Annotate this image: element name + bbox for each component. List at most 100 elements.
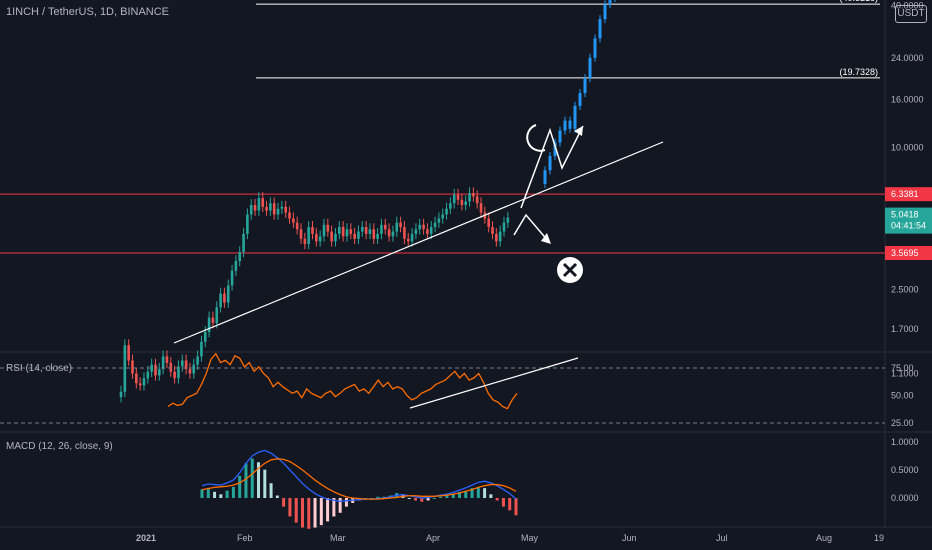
macd-histogram-bar [508,498,512,511]
candle-body [441,214,445,219]
macd-histogram-bar [294,498,298,523]
macd-histogram-bar [307,498,311,529]
time-tick-label: 19 [874,533,884,543]
candle-body [429,227,433,234]
candle-body [353,233,356,239]
macd-histogram-bar [495,498,499,501]
target-level-label: (40.5216) [839,0,878,3]
candle-body [246,214,249,234]
projection-body [553,142,557,156]
candle-body [380,224,383,234]
macd-histogram-bar [288,498,292,517]
macd-histogram-bar [225,490,229,498]
target-level-label: (19.7328) [839,67,878,77]
candle-body [211,317,215,324]
candle-body [364,227,368,234]
candle-body [502,222,506,232]
candle-body [422,224,425,230]
macd-histogram-bar [300,498,304,528]
price-tick-label: 24.0000 [891,53,924,63]
candle-body [188,369,192,374]
rsi-tick-label: 25.00 [891,418,914,428]
candle-body [284,206,287,213]
candle-body [383,224,387,230]
projection-body [608,0,612,5]
projection-body [588,57,592,79]
bullish-scenario-arrow [520,125,584,209]
macd-histogram-bar [257,462,261,498]
candle-body [203,332,207,342]
macd-histogram-bar [269,483,273,498]
price-tick-label: 2.5000 [891,284,919,294]
macd-histogram-bar [420,498,424,502]
candle-body [192,364,196,374]
macd-line [201,449,517,503]
macd-histogram-bar [489,494,493,498]
macd-histogram-bar [282,498,286,507]
candle-body [265,206,268,211]
candle-body [196,356,199,365]
candle-body [475,196,479,204]
candle-body [399,222,402,227]
macd-histogram-bar [432,498,436,499]
candle-body [491,227,494,234]
candle-body [418,224,422,230]
projection-body [548,156,552,171]
macd-histogram-bar [501,498,505,507]
projection-body [603,4,607,20]
price-tick-label: 16.0000 [891,94,924,104]
macd-histogram-bar [439,496,443,498]
candle-body [169,362,173,372]
rsi-label: RSI (14, close) [6,363,73,374]
candle-body [150,364,153,372]
candle-body [334,233,337,242]
price-tick-label: 10.0000 [891,142,924,152]
macd-histogram-bar [275,495,279,498]
macd-histogram-bar [326,498,330,522]
candle-body [468,193,471,202]
macd-histogram-bar [231,486,235,498]
candle-body [387,229,391,237]
macd-histogram-bar [219,494,223,498]
candle-body [173,371,176,379]
candle-body [433,222,437,227]
candle-body [146,371,150,379]
rsi-line [167,352,518,410]
candle-body [242,233,245,253]
resistance-badge-label: 6.3381 [891,189,919,199]
macd-histogram-bar [464,490,468,498]
candle-body [372,229,376,239]
candle-body [207,317,211,333]
support-badge-label: 3.5695 [891,248,919,258]
candle-body [269,203,272,211]
countdown-label: 04:41:54 [891,221,926,231]
macd-histogram-bar [407,498,411,499]
macd-histogram-bar [414,498,418,501]
current-price-label: 5.0418 [891,210,919,220]
projection-body [583,78,587,94]
projection-body [578,93,582,106]
candle-body [357,231,360,239]
candle-body [472,193,475,197]
candle-body [414,229,418,234]
arrow-head [574,126,583,136]
candle-body [426,229,429,234]
candle-body [456,194,460,200]
candle-body [131,360,134,374]
candle-body [158,369,161,376]
macd-histogram-bar [263,469,267,498]
time-tick-label: Mar [330,533,346,543]
macd-histogram-bar [200,489,204,498]
candle-body [464,201,467,206]
candle-body [280,206,284,209]
candle-body [230,270,234,286]
time-tick-label: Apr [426,533,440,543]
currency-button[interactable]: USDT [895,5,927,23]
candle-body [506,217,510,223]
rsi-tick-label: 75.00 [891,363,914,373]
macd-histogram-bar [445,495,449,498]
price-tick-label: 1.7000 [891,324,919,334]
candle-body [295,222,299,230]
candle-body [161,356,165,369]
